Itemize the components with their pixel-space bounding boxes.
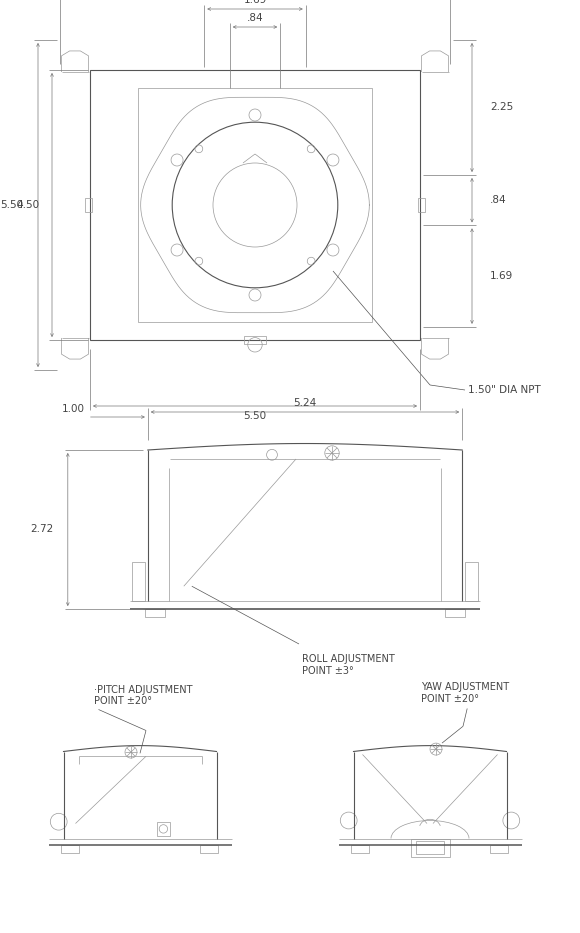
Text: 2.72: 2.72 — [31, 524, 54, 535]
Text: YAW ADJUSTMENT
POINT ±20°: YAW ADJUSTMENT POINT ±20° — [421, 682, 509, 703]
Bar — [465, 562, 478, 601]
Text: ROLL ADJUSTMENT
POINT ±3°: ROLL ADJUSTMENT POINT ±3° — [302, 654, 395, 675]
Bar — [60, 844, 78, 853]
Bar — [350, 844, 368, 853]
Bar — [411, 839, 450, 856]
Text: 4.50: 4.50 — [17, 200, 40, 210]
Text: 2.25: 2.25 — [490, 103, 513, 113]
Bar — [157, 822, 170, 835]
Bar — [490, 844, 508, 853]
Bar — [90, 70, 420, 340]
Bar — [244, 337, 266, 343]
Text: 1.69: 1.69 — [244, 0, 267, 5]
Bar — [418, 199, 425, 212]
Text: 1.69: 1.69 — [490, 272, 513, 281]
Text: 5.24: 5.24 — [293, 398, 317, 408]
Bar — [445, 609, 465, 617]
Bar — [85, 199, 92, 212]
Text: 5.50: 5.50 — [0, 200, 23, 210]
Bar — [132, 562, 145, 601]
Text: 1.00: 1.00 — [62, 404, 85, 414]
Text: 5.50: 5.50 — [244, 411, 267, 421]
Text: ·PITCH ADJUSTMENT
POINT ±20°: ·PITCH ADJUSTMENT POINT ±20° — [93, 685, 192, 706]
Bar — [416, 842, 444, 854]
Bar — [200, 844, 218, 853]
Text: .84: .84 — [490, 195, 506, 205]
Bar — [138, 88, 372, 322]
Text: .84: .84 — [246, 13, 263, 23]
Bar — [145, 609, 165, 617]
Text: 1.50" DIA NPT: 1.50" DIA NPT — [468, 385, 541, 395]
